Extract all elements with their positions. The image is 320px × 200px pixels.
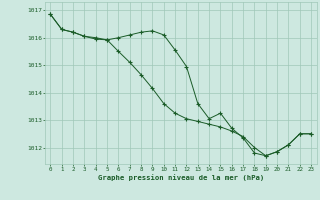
X-axis label: Graphe pression niveau de la mer (hPa): Graphe pression niveau de la mer (hPa)	[98, 174, 264, 181]
